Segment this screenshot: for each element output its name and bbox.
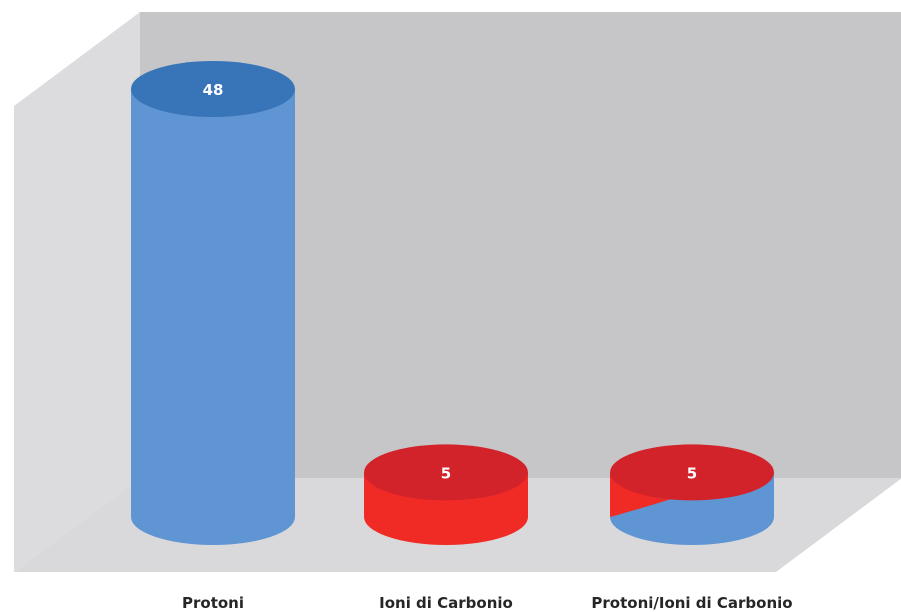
bar: 48 <box>131 61 295 545</box>
bars: 48 5 5 <box>131 61 774 545</box>
category-labels: Protoni Ioni di Carbonio Protoni/Ioni di… <box>182 594 793 612</box>
side-wall <box>14 12 140 572</box>
category-label: Protoni/Ioni di Carbonio <box>591 594 792 612</box>
value-label: 48 <box>203 81 224 99</box>
bar-top <box>364 444 528 501</box>
bar-top <box>131 61 295 117</box>
bar: 5 <box>610 444 774 545</box>
category-label: Ioni di Carbonio <box>379 594 513 612</box>
value-label: 5 <box>441 464 451 482</box>
bar-top <box>610 444 774 501</box>
back-wall <box>140 12 901 478</box>
category-label: Protoni <box>182 594 244 612</box>
bar-body <box>131 89 295 545</box>
value-label: 5 <box>687 464 697 482</box>
bar: 5 <box>364 444 528 545</box>
